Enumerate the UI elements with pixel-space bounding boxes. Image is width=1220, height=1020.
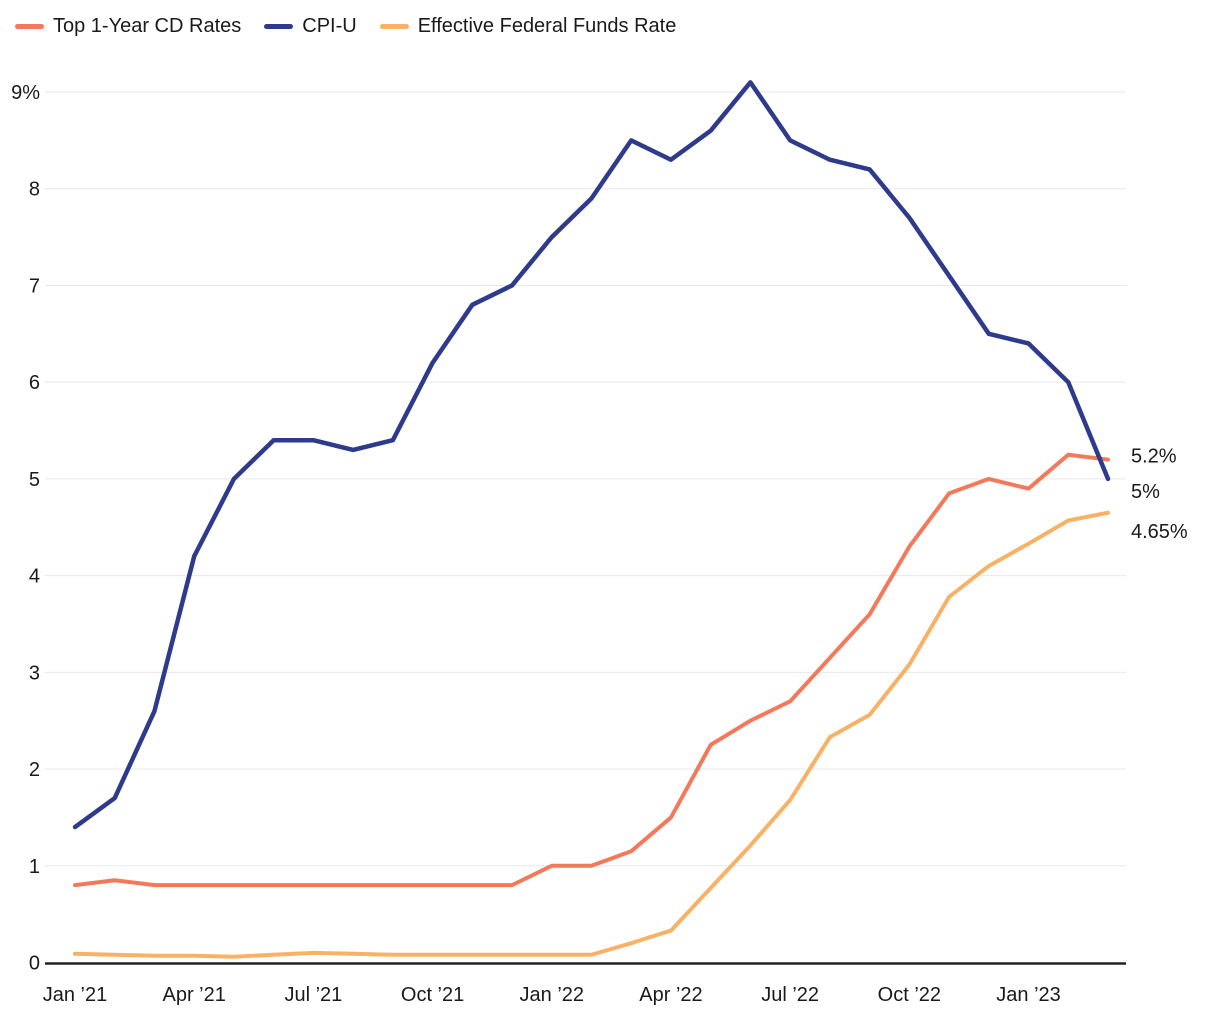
x-axis-tick-label: Apr ’22 <box>639 984 702 1006</box>
series-end-label-cpi-u: 5% <box>1131 481 1160 503</box>
legend-label: CPI-U <box>302 15 357 37</box>
legend-item-top-1-year-cd-rates: Top 1-Year CD Rates <box>15 13 241 39</box>
y-axis-tick-label: 0 <box>29 953 40 975</box>
y-axis-tick-label: 9% <box>11 82 40 104</box>
series-end-label-top-1-year-cd-rates: 5.2% <box>1131 446 1177 468</box>
legend-item-effective-federal-funds-rate: Effective Federal Funds Rate <box>379 13 677 39</box>
legend-label: Top 1-Year CD Rates <box>53 15 242 37</box>
x-axis-tick-label: Jul ’22 <box>761 984 819 1006</box>
series-line-cpi-u <box>72 80 1111 830</box>
x-axis-tick-label: Apr ’21 <box>163 984 226 1006</box>
legend-item-cpi-u: CPI-U <box>264 13 357 39</box>
y-axis-tick-label: 2 <box>29 759 40 781</box>
legend: Top 1-Year CD Rates CPI-U Effective Federa… <box>15 13 676 39</box>
y-axis-tick-label: 3 <box>29 662 40 684</box>
y-axis-tick-label: 8 <box>29 179 40 201</box>
y-axis-tick-label: 4 <box>29 566 40 588</box>
legend-label: Effective Federal Funds Rate <box>417 15 677 37</box>
x-axis-tick-label: Jan ’22 <box>520 984 585 1006</box>
y-axis-tick-label: 6 <box>29 372 40 394</box>
y-axis-tick-label: 5 <box>29 469 40 491</box>
series-line-top-1-year-cd-rates <box>73 452 1110 888</box>
x-axis-tick-label: Oct ’22 <box>878 984 941 1006</box>
y-axis-tick-label: 7 <box>29 275 40 297</box>
legend-swatch-icon <box>15 23 44 29</box>
y-axis-tick-label: 1 <box>29 856 40 878</box>
x-axis-tick-label: Jan ’21 <box>43 984 108 1006</box>
legend-swatch-icon <box>379 23 409 29</box>
series-line-effective-federal-funds-rate <box>73 510 1110 959</box>
x-axis-tick-label: Jan ’23 <box>996 984 1061 1006</box>
x-axis-tick-label: Jul ’21 <box>284 984 342 1006</box>
series-end-label-effective-federal-funds-rate: 4.65% <box>1131 521 1188 543</box>
x-axis-tick-label: Oct ’21 <box>401 984 464 1006</box>
legend-swatch-icon <box>264 23 294 29</box>
